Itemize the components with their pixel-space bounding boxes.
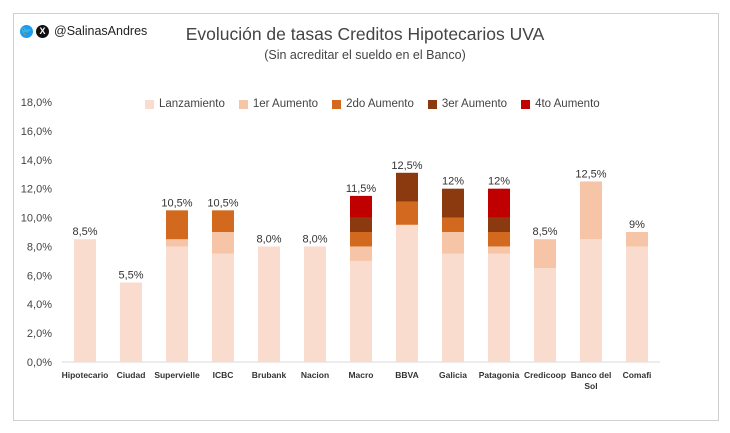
bar-segment-lanzamiento: [488, 253, 510, 362]
bar-segment-3er-aumento: [396, 172, 418, 202]
bar-segment-lanzamiento: [396, 224, 418, 362]
legend-label: 2do Aumento: [346, 98, 414, 110]
data-label: 12,5%: [391, 160, 422, 172]
bar-segment-1er-aumento: [626, 232, 648, 247]
legend-item: Lanzamiento: [145, 98, 225, 110]
x-tick-label: Credicoop: [524, 370, 566, 380]
bar-segment-3er-aumento: [442, 188, 464, 218]
bar-segment-2do-aumento: [442, 217, 464, 232]
chart-legend: Lanzamiento 1er Aumento 2do Aumento 3er Aum…: [145, 98, 600, 110]
bar-segment-lanzamiento: [74, 239, 96, 362]
bar-segment-1er-aumento: [350, 246, 372, 261]
bar-segment-lanzamiento: [258, 246, 280, 362]
bar-segment-1er-aumento: [442, 232, 464, 254]
bar-segment-1er-aumento: [534, 239, 556, 269]
y-tick-label: 4,0%: [27, 299, 52, 311]
data-label: 11,5%: [346, 183, 377, 195]
legend-label: 1er Aumento: [252, 98, 319, 110]
bar-segment-lanzamiento: [212, 253, 234, 362]
legend-swatch: [521, 99, 531, 109]
bar-segment-lanzamiento: [350, 260, 372, 362]
bar-segment-4to-aumento: [488, 188, 510, 218]
data-label: 10,5%: [161, 197, 192, 209]
y-tick-label: 14,0%: [21, 155, 52, 167]
legend-label: 4to Aumento: [535, 98, 600, 110]
x-tick-label: Sol: [584, 381, 597, 391]
x-tick-label: Comafi: [623, 370, 652, 380]
legend-swatch: [332, 99, 342, 109]
data-label: 8,0%: [302, 233, 327, 245]
y-tick-label: 12,0%: [21, 184, 52, 196]
data-label: 9%: [629, 219, 645, 231]
data-label: 8,5%: [72, 226, 97, 238]
twitter-bird-icon: 🐦: [20, 24, 33, 38]
legend-item: 2do Aumento: [332, 98, 414, 110]
legend-item: 4to Aumento: [521, 98, 600, 110]
x-tick-label: Hipotecario: [62, 370, 109, 380]
legend-label: Lanzamiento: [159, 98, 225, 110]
legend-swatch: [238, 99, 248, 109]
x-tick-label: Patagonia: [479, 370, 520, 380]
handle-text: @SalinasAndres: [54, 24, 148, 38]
legend-swatch: [427, 99, 437, 109]
y-tick-label: 0,0%: [27, 357, 52, 369]
data-label: 8,0%: [256, 233, 281, 245]
data-label: 12%: [488, 176, 510, 188]
y-tick-label: 18,0%: [21, 97, 52, 109]
bar-segment-2do-aumento: [166, 210, 188, 240]
y-tick-label: 2,0%: [27, 328, 52, 340]
data-label: 12%: [442, 176, 464, 188]
y-tick-label: 6,0%: [27, 270, 52, 282]
x-tick-label: Nacion: [301, 370, 329, 380]
y-tick-label: 16,0%: [21, 126, 52, 138]
bar-segment-lanzamiento: [166, 246, 188, 362]
x-tick-label: Macro: [348, 370, 373, 380]
bar-segment-lanzamiento: [534, 268, 556, 362]
x-tick-label: Ciudad: [117, 370, 146, 380]
y-tick-label: 10,0%: [21, 213, 52, 225]
legend-label: 3er Aumento: [441, 98, 508, 110]
x-tick-label: Banco del: [571, 370, 612, 380]
bar-segment-1er-aumento: [488, 246, 510, 254]
bar-segment-2do-aumento: [488, 232, 510, 247]
bar-segment-2do-aumento: [396, 201, 418, 225]
x-tick-label: Supervielle: [154, 370, 200, 380]
bar-segment-lanzamiento: [304, 246, 326, 362]
bar-segment-3er-aumento: [488, 217, 510, 232]
bar-segment-1er-aumento: [212, 232, 234, 254]
legend-swatch: [145, 99, 154, 109]
legend-item: 3er Aumento: [427, 98, 508, 110]
bar-segment-2do-aumento: [350, 232, 372, 247]
data-label: 5,5%: [118, 270, 143, 282]
y-tick-label: 8,0%: [27, 241, 52, 253]
bar-segment-lanzamiento: [626, 246, 648, 362]
bar-segment-lanzamiento: [580, 239, 602, 362]
bar-segment-1er-aumento: [580, 181, 602, 240]
x-tick-label: Galicia: [439, 370, 467, 380]
x-tick-label: Brubank: [252, 370, 287, 380]
bar-segment-4to-aumento: [350, 195, 372, 218]
legend-item: 1er Aumento: [238, 98, 319, 110]
bar-segment-1er-aumento: [166, 239, 188, 247]
data-label: 12,5%: [575, 168, 606, 180]
data-label: 8,5%: [532, 226, 557, 238]
x-tick-label: BBVA: [395, 370, 418, 380]
data-label: 10,5%: [207, 197, 238, 209]
bar-segment-lanzamiento: [120, 282, 142, 362]
bar-segment-2do-aumento: [212, 210, 234, 232]
chart-title: Evolución de tasas Creditos Hipotecarios…: [185, 24, 545, 44]
author-handle[interactable]: 🐦 X @SalinasAndres: [20, 24, 147, 38]
x-logo-icon: X: [36, 24, 49, 38]
bar-segment-3er-aumento: [350, 217, 372, 232]
x-tick-label: ICBC: [213, 370, 234, 380]
bar-segment-lanzamiento: [442, 253, 464, 362]
chart-subtitle: (Sin acreditar el sueldo en el Banco): [264, 48, 466, 62]
